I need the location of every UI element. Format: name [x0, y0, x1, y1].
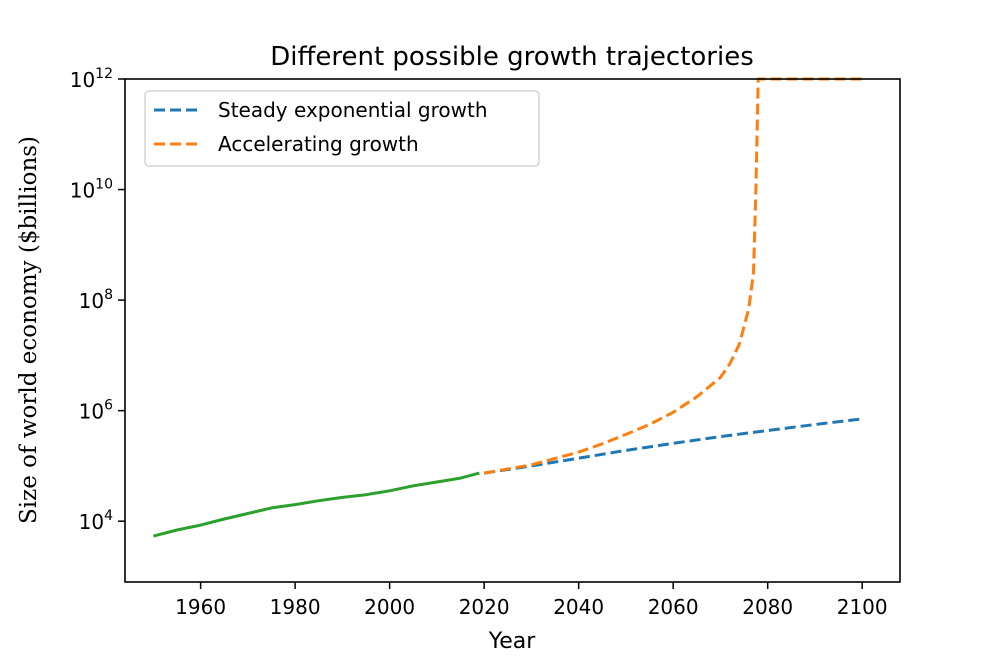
x-tick-label: 2000 — [364, 595, 415, 619]
x-tick-label: 1980 — [270, 595, 321, 619]
y-tick-label: 106 — [79, 398, 113, 424]
legend-label-accelerating-growth: Accelerating growth — [218, 132, 419, 156]
x-axis: 1960 1980 2000 2020 2040 2060 2080 2100 — [175, 582, 888, 619]
chart-title: Different possible growth trajectories — [270, 42, 754, 72]
x-tick-label: 2020 — [459, 595, 510, 619]
x-axis-label: Year — [488, 629, 537, 654]
x-tick-label: 2040 — [553, 595, 604, 619]
y-tick-label: 1012 — [70, 66, 113, 92]
x-tick-label: 2060 — [648, 595, 699, 619]
legend-label-steady-exponential-growth: Steady exponential growth — [218, 98, 488, 122]
x-tick-label: 1960 — [175, 595, 226, 619]
plot-frame — [124, 78, 901, 583]
y-tick-label: 1010 — [70, 177, 113, 203]
legend: Steady exponential growth Accelerating gr… — [144, 90, 540, 167]
y-tick-label: 108 — [79, 287, 113, 313]
series-line-historical — [153, 471, 480, 538]
x-tick-label: 2080 — [742, 595, 793, 619]
y-axis-label: Size of world economy ($billions) — [16, 136, 42, 524]
legend-box — [144, 90, 540, 167]
x-tick-label: 2100 — [837, 595, 888, 619]
y-tick-label: 104 — [79, 508, 113, 534]
y-axis: 104 106 108 1010 1012 — [70, 66, 125, 534]
